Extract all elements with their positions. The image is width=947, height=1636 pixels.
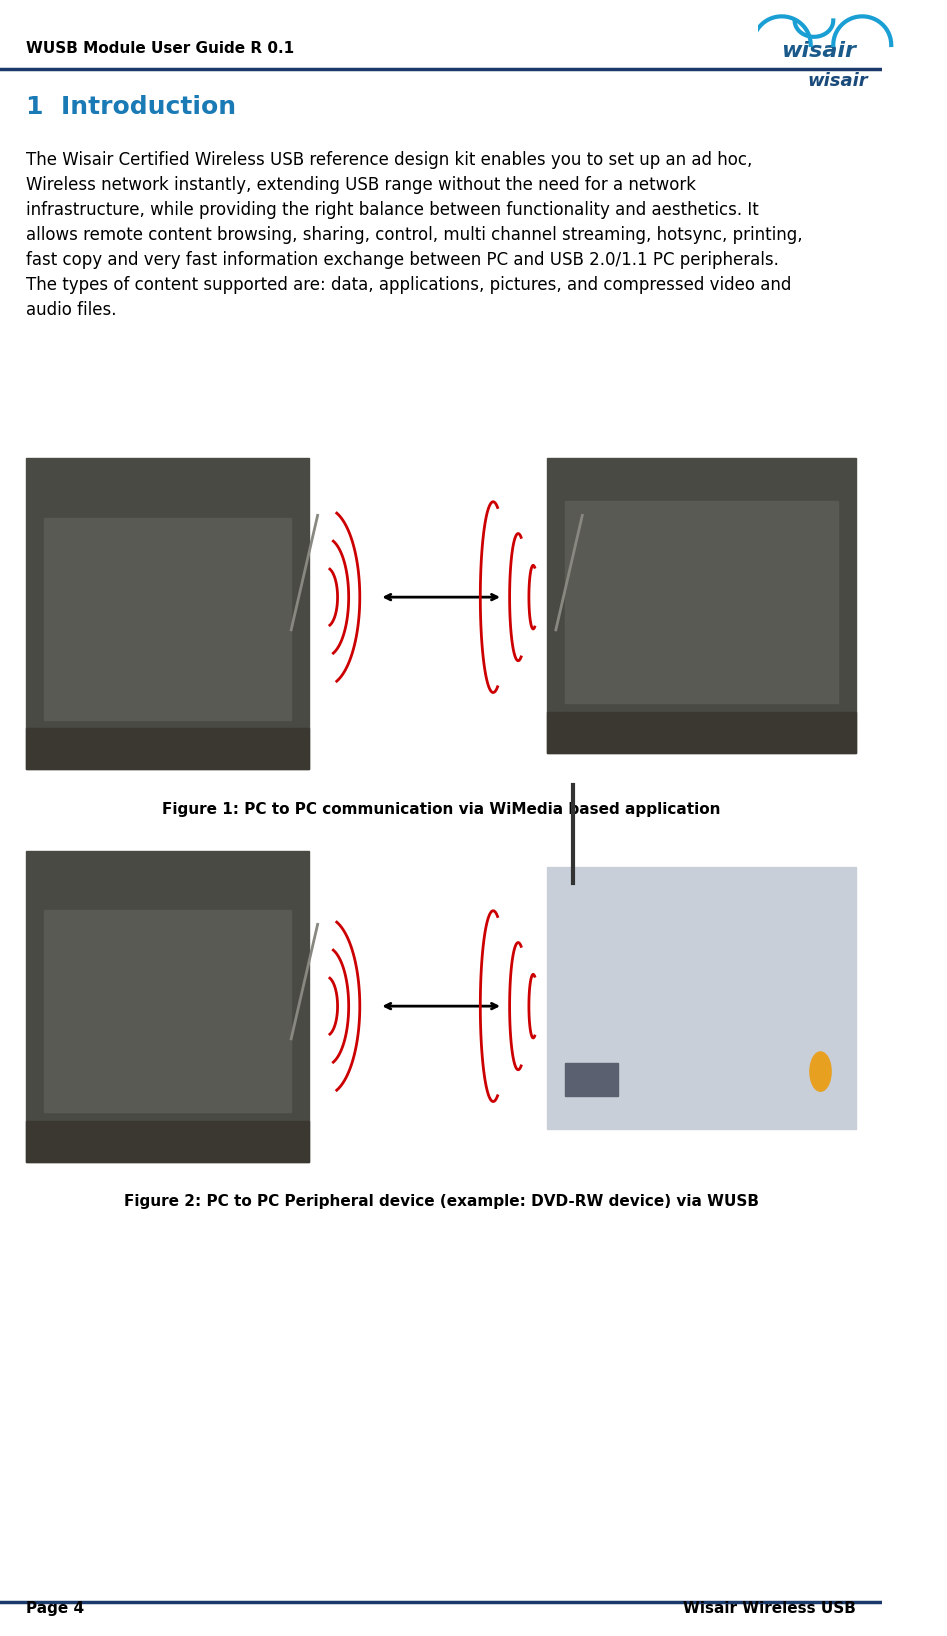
Text: Figure 1: PC to PC communication via WiMedia based application: Figure 1: PC to PC communication via WiM… bbox=[162, 802, 721, 816]
Text: The Wisair Certified Wireless USB reference design kit enables you to set up an : The Wisair Certified Wireless USB refere… bbox=[27, 151, 803, 319]
Bar bbox=[45, 519, 291, 720]
Text: wisair: wisair bbox=[808, 72, 868, 90]
Text: Page 4: Page 4 bbox=[27, 1602, 84, 1616]
Bar bbox=[27, 851, 309, 1162]
Bar bbox=[564, 1063, 617, 1096]
Bar bbox=[45, 911, 291, 1112]
Text: Wisair Wireless USB: Wisair Wireless USB bbox=[683, 1602, 856, 1616]
Text: wisair: wisair bbox=[781, 41, 856, 61]
Circle shape bbox=[810, 1052, 831, 1091]
Bar bbox=[547, 867, 856, 1129]
Bar bbox=[564, 501, 838, 703]
Text: 1  Introduction: 1 Introduction bbox=[27, 95, 237, 119]
Text: WUSB Module User Guide R 0.1: WUSB Module User Guide R 0.1 bbox=[27, 41, 295, 56]
Bar bbox=[27, 728, 309, 769]
Bar bbox=[547, 458, 856, 753]
Bar bbox=[547, 712, 856, 753]
Bar bbox=[27, 1121, 309, 1162]
Text: Figure 2: PC to PC Peripheral device (example: DVD-RW device) via WUSB: Figure 2: PC to PC Peripheral device (ex… bbox=[124, 1194, 759, 1209]
Bar bbox=[27, 458, 309, 769]
